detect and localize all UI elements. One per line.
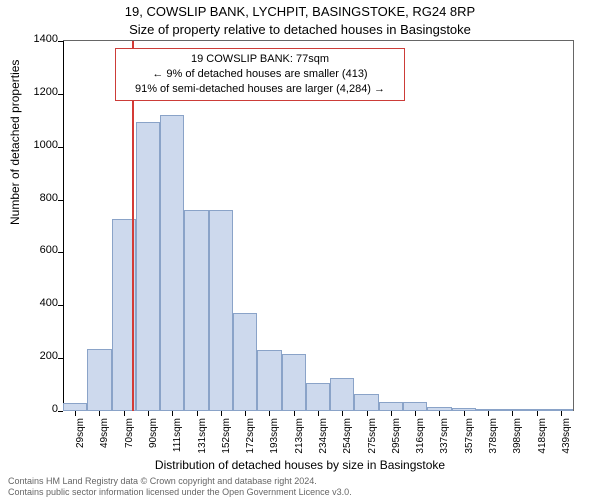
x-tick <box>367 411 368 416</box>
x-tick-label: 295sqm <box>391 418 402 468</box>
x-tick <box>537 411 538 416</box>
x-tick <box>512 411 513 416</box>
y-tick-label: 400 <box>18 297 58 309</box>
y-tick <box>58 41 63 42</box>
histogram-bar <box>160 115 184 411</box>
y-tick-label: 1000 <box>18 139 58 151</box>
y-tick <box>58 358 63 359</box>
x-tick-label: 29sqm <box>75 418 86 468</box>
histogram-bar <box>209 210 233 411</box>
x-tick-label: 193sqm <box>269 418 280 468</box>
x-tick <box>294 411 295 416</box>
histogram-bar <box>257 350 281 411</box>
annotation-line3: 91% of semi-detached houses are larger (… <box>122 82 398 97</box>
x-tick-label: 70sqm <box>124 418 135 468</box>
y-tick-label: 0 <box>18 403 58 415</box>
title-address: 19, COWSLIP BANK, LYCHPIT, BASINGSTOKE, … <box>0 4 600 19</box>
y-tick <box>58 147 63 148</box>
y-tick-label: 800 <box>18 192 58 204</box>
x-tick-label: 152sqm <box>221 418 232 468</box>
x-tick-label: 49sqm <box>99 418 110 468</box>
x-tick-label: 213sqm <box>294 418 305 468</box>
y-tick <box>58 200 63 201</box>
histogram-bar <box>379 402 403 411</box>
x-tick-label: 90sqm <box>148 418 159 468</box>
histogram-bar <box>403 402 427 411</box>
x-tick-label: 111sqm <box>172 418 183 468</box>
x-tick-label: 378sqm <box>488 418 499 468</box>
x-tick <box>269 411 270 416</box>
x-tick <box>415 411 416 416</box>
y-tick <box>58 94 63 95</box>
x-tick-label: 275sqm <box>367 418 378 468</box>
x-tick <box>124 411 125 416</box>
y-tick-label: 200 <box>18 350 58 362</box>
histogram-bar <box>233 313 257 411</box>
y-axis <box>63 41 64 411</box>
x-tick <box>148 411 149 416</box>
x-tick <box>439 411 440 416</box>
x-tick-label: 172sqm <box>245 418 256 468</box>
x-tick-label: 357sqm <box>464 418 475 468</box>
x-tick-label: 337sqm <box>439 418 450 468</box>
histogram-bar <box>354 394 378 411</box>
x-tick-label: 439sqm <box>561 418 572 468</box>
x-tick <box>172 411 173 416</box>
histogram-bar <box>184 210 208 411</box>
x-tick <box>342 411 343 416</box>
x-tick <box>318 411 319 416</box>
histogram-bar <box>136 122 160 411</box>
y-tick-label: 1200 <box>18 86 58 98</box>
y-tick <box>58 252 63 253</box>
x-tick <box>488 411 489 416</box>
annotation-line1: 19 COWSLIP BANK: 77sqm <box>122 52 398 67</box>
x-tick <box>221 411 222 416</box>
x-tick <box>197 411 198 416</box>
x-tick <box>245 411 246 416</box>
x-tick-label: 316sqm <box>415 418 426 468</box>
x-tick-label: 398sqm <box>512 418 523 468</box>
title-subtitle: Size of property relative to detached ho… <box>0 22 600 37</box>
histogram-bar <box>282 354 306 411</box>
y-tick <box>58 411 63 412</box>
footer-line1: Contains HM Land Registry data © Crown c… <box>8 476 352 487</box>
x-tick-label: 234sqm <box>318 418 329 468</box>
footer-attribution: Contains HM Land Registry data © Crown c… <box>8 476 352 498</box>
x-tick-label: 418sqm <box>537 418 548 468</box>
footer-line2: Contains public sector information licen… <box>8 487 352 498</box>
y-tick <box>58 305 63 306</box>
x-tick <box>391 411 392 416</box>
x-tick <box>99 411 100 416</box>
x-tick <box>75 411 76 416</box>
annotation-box: 19 COWSLIP BANK: 77sqm ← 9% of detached … <box>115 48 405 101</box>
y-tick-label: 1400 <box>18 33 58 45</box>
annotation-line2: ← 9% of detached houses are smaller (413… <box>122 67 398 82</box>
histogram-bar <box>63 403 87 411</box>
histogram-bar <box>87 349 111 411</box>
x-tick <box>464 411 465 416</box>
y-tick-label: 600 <box>18 244 58 256</box>
x-tick-label: 254sqm <box>342 418 353 468</box>
histogram-bar <box>306 383 330 411</box>
x-tick <box>561 411 562 416</box>
x-tick-label: 131sqm <box>197 418 208 468</box>
histogram-bar <box>330 378 354 411</box>
